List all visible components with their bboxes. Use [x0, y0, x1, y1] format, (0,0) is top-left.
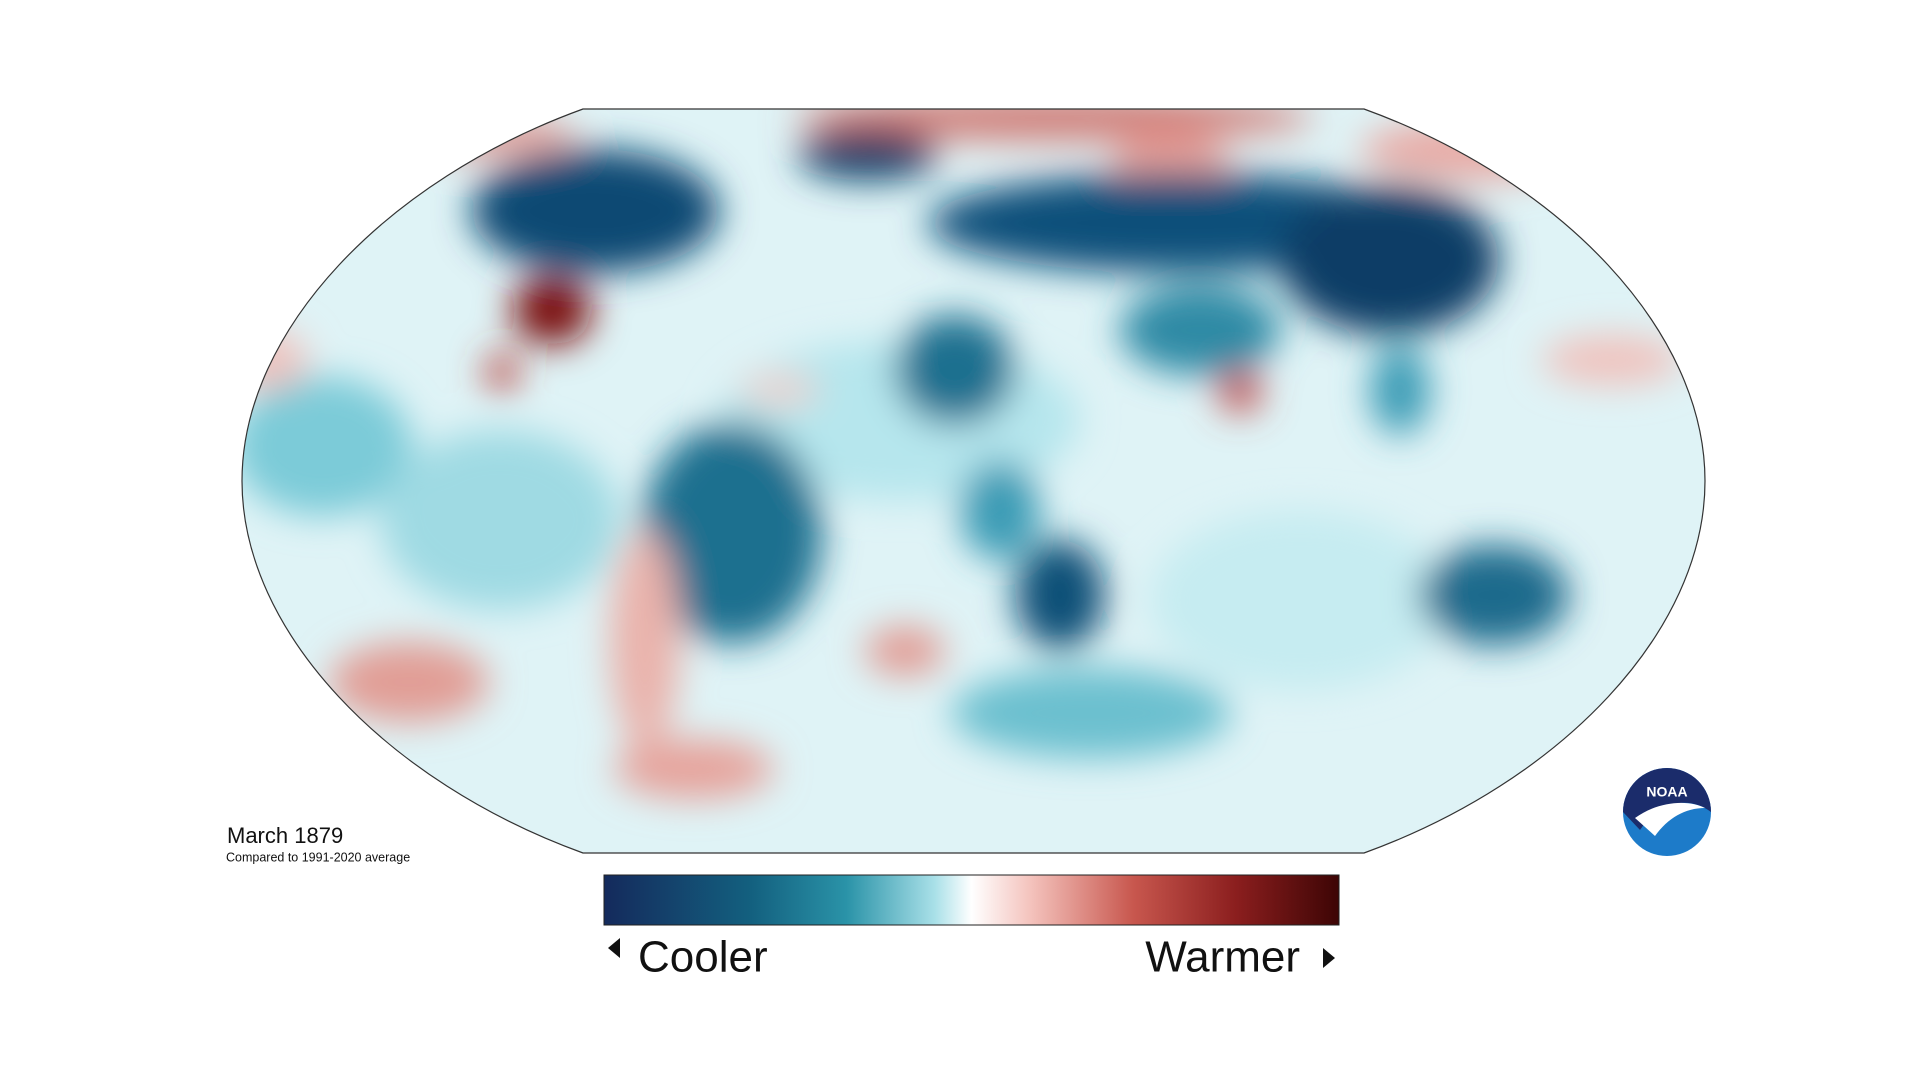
noaa-logo: NOAA [1623, 768, 1711, 856]
color-bar [603, 874, 1340, 926]
map-subtitle: Compared to 1991-2020 average [226, 850, 410, 864]
cooler-label: Cooler [638, 933, 768, 982]
warmer-arrow [1323, 948, 1335, 968]
warmer-label: Warmer [1145, 933, 1300, 982]
map-title: March 1879 [227, 823, 343, 848]
map-outline [241, 108, 1706, 854]
map [242, 109, 1705, 853]
logo-text: NOAA [1646, 784, 1687, 800]
cooler-arrow [608, 938, 620, 958]
